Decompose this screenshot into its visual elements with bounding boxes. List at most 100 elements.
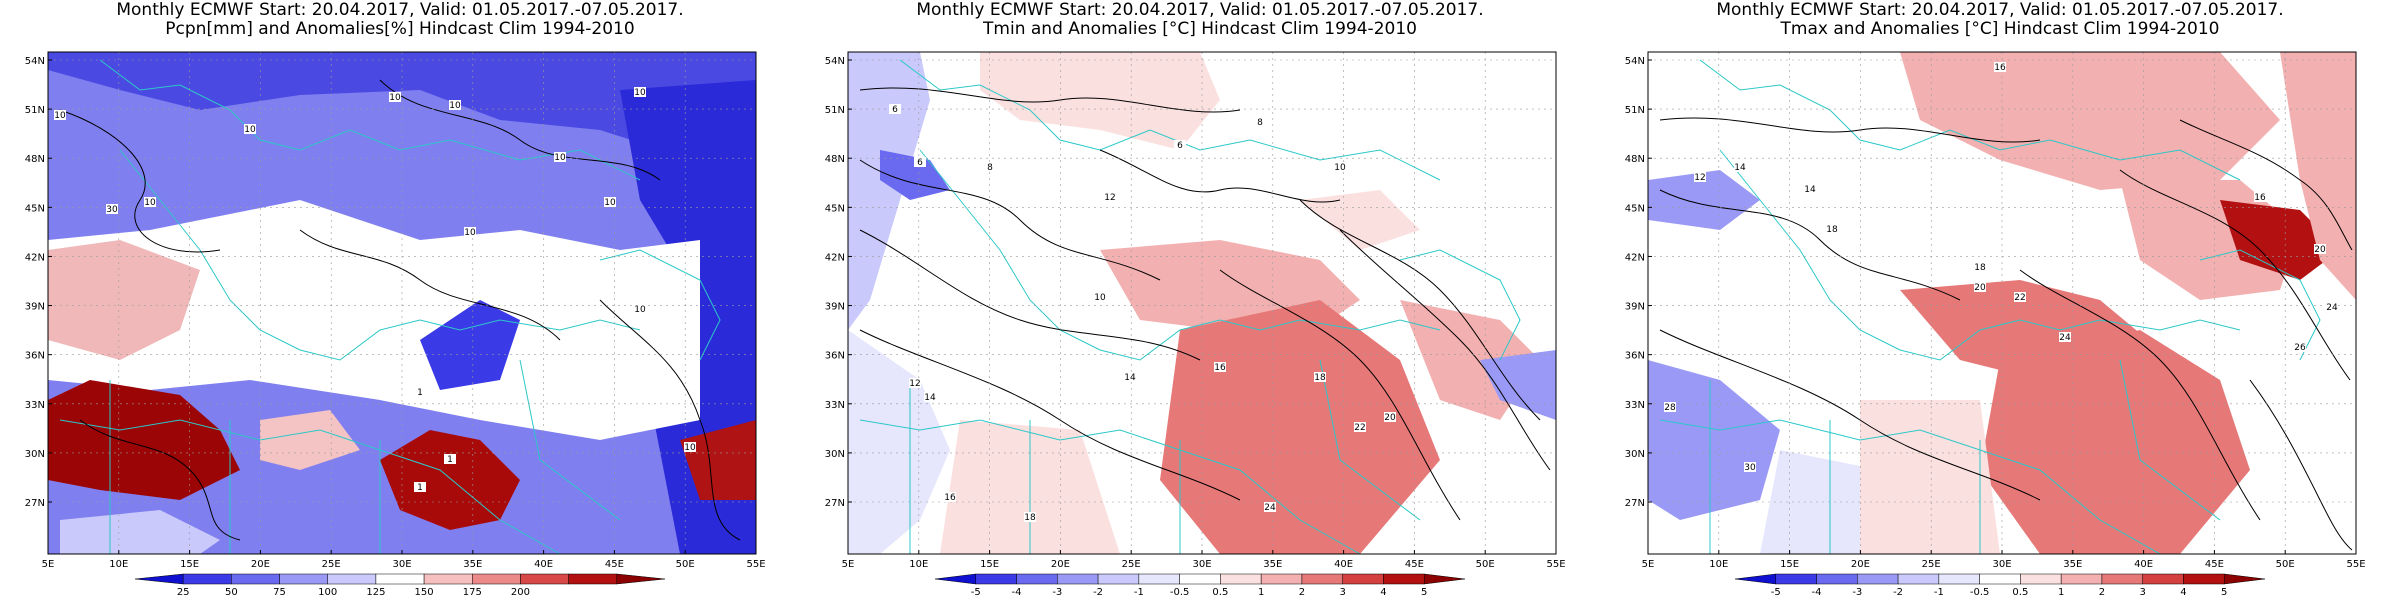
- lon-label: 20E: [251, 559, 270, 570]
- anomaly-blob: [48, 380, 240, 500]
- contour-label-bg: [909, 378, 921, 388]
- contour-label: 24: [2059, 333, 2071, 343]
- border-line: [1399, 249, 1521, 361]
- colorbar-label: 125: [366, 587, 385, 598]
- colorbar-segment: [2020, 573, 2062, 585]
- map-field: [48, 52, 756, 554]
- colorbar-segment: [1097, 573, 1140, 585]
- contour-label: 1: [417, 388, 423, 398]
- contour-line: [2179, 119, 2353, 251]
- colorbar: 25 50 75 100 125 150 175 200: [134, 573, 666, 598]
- lat-label: 39N: [1625, 302, 1645, 313]
- lon-label: 10E: [1709, 559, 1728, 570]
- contour-label-bg: [464, 227, 476, 237]
- colorbar-segment: [327, 573, 377, 585]
- lon-label: 45E: [2205, 559, 2224, 570]
- lon-label: 10E: [109, 559, 128, 570]
- contour-label-bg: [54, 110, 66, 120]
- contour-label: 6: [892, 105, 898, 115]
- colorbar-segment: [1775, 573, 1817, 585]
- contour-label-bg: [1804, 184, 1816, 194]
- contour-label: 16: [1214, 363, 1226, 373]
- contour-label: 10: [604, 198, 616, 208]
- colorbar-label: 50: [225, 587, 238, 598]
- colorbar-arrow: [134, 573, 184, 585]
- colorbar-label: 150: [415, 587, 434, 598]
- contour-line: [859, 229, 1201, 361]
- colorbar-segment: [472, 573, 521, 585]
- contour-line: [1659, 329, 2041, 501]
- lon-label: 30E: [1192, 559, 1211, 570]
- anomaly-blob: [1860, 400, 2000, 554]
- lon-label: 45E: [1405, 559, 1424, 570]
- contour-label-bg: [144, 197, 156, 207]
- contour-line: [1099, 149, 1341, 203]
- contour-label-bg: [1664, 402, 1676, 412]
- contour-label: 20: [1384, 413, 1396, 423]
- contour-label-bg: [1994, 62, 2006, 72]
- colorbar-segment: [375, 573, 425, 585]
- lat-label: 27N: [1625, 498, 1645, 509]
- lon-label: 15E: [180, 559, 199, 570]
- lon-label: 5E: [1642, 559, 1655, 570]
- contour-label: 12: [1104, 193, 1115, 203]
- contour-labels: 10 10 30 10 10 10 10 10 10 1 10 10 1 1 10: [54, 87, 696, 493]
- colorbar-arrow: [616, 573, 666, 585]
- lat-label: 30N: [1625, 449, 1645, 460]
- lon-label: 15E: [1780, 559, 1799, 570]
- contour-label-bg: [389, 92, 401, 102]
- contour-label: 18: [1024, 513, 1036, 523]
- contour-label: 16: [1994, 63, 2006, 73]
- lat-label: 30N: [825, 449, 845, 460]
- contour-label: 14: [1804, 185, 1816, 195]
- lon-label: 35E: [1263, 559, 1282, 570]
- colorbar-label: 75: [273, 587, 286, 598]
- colorbar-label: 1: [1258, 587, 1264, 598]
- lat-label: 54N: [25, 56, 45, 67]
- contour-label: 22: [1354, 423, 1365, 433]
- lat-label: 54N: [825, 56, 845, 67]
- colorbar-label: -3: [1852, 587, 1862, 598]
- lon-label: 55E: [1546, 559, 1565, 570]
- colorbar-label: 5: [1421, 587, 1427, 598]
- lat-label: 45N: [25, 203, 45, 214]
- anomaly-blob: [1300, 190, 1420, 250]
- colorbar-label: -5: [971, 587, 981, 598]
- colorbar-arrow: [934, 573, 977, 585]
- lon-label: 20E: [1851, 559, 1870, 570]
- anomaly-blob: [380, 430, 520, 530]
- panel-title: Monthly ECMWF Start: 20.04.2017, Valid: …: [1716, 0, 2284, 20]
- anomaly-blob: [1900, 52, 2280, 190]
- lon-label: 10E: [909, 559, 928, 570]
- anomaly-blob: [48, 200, 700, 440]
- colorbar-segment: [1897, 573, 1940, 585]
- longitude-axis: 5E 10E 15E 20E 25E 30E 35E 40E 45E 50E 55E: [42, 550, 766, 570]
- lat-label: 33N: [25, 400, 45, 411]
- colorbar-segment: [1857, 573, 1899, 585]
- contour-label: 10: [1334, 163, 1346, 173]
- tmax-panel: Monthly ECMWF Start: 20.04.2017, Valid: …: [1600, 0, 2400, 600]
- colorbar-segment: [975, 573, 1017, 585]
- lon-label: 35E: [463, 559, 482, 570]
- contour-label: 24: [1264, 503, 1276, 513]
- colorbar-label: 5: [2221, 587, 2227, 598]
- contour-label: 12: [909, 379, 920, 389]
- contour-label: 10: [634, 305, 646, 315]
- anomaly-blob: [1980, 330, 2250, 554]
- lat-label: 48N: [825, 154, 845, 165]
- colorbar-segment: [520, 573, 569, 585]
- contour-label-bg: [1974, 262, 1986, 272]
- colorbar-segment: [231, 573, 280, 585]
- border-line: [599, 249, 721, 361]
- colorbar-label: 100: [318, 587, 337, 598]
- contour-label: 30: [106, 205, 118, 215]
- anomaly-blob: [848, 52, 930, 330]
- contour-label-bg: [1024, 512, 1036, 522]
- border-line: [119, 149, 421, 361]
- colorbar-label: -1: [1134, 587, 1144, 598]
- colorbar-segment: [2060, 573, 2103, 585]
- contour-line: [379, 79, 661, 181]
- lat-label: 33N: [1625, 400, 1645, 411]
- colorbar-label: 25: [177, 587, 190, 598]
